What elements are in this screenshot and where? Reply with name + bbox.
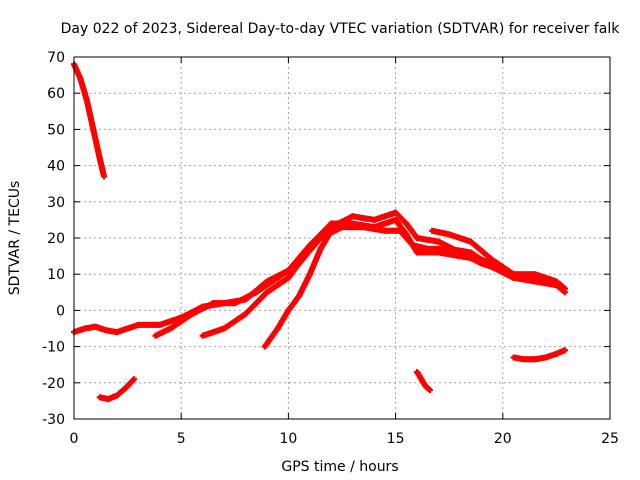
series-track-7: [261, 227, 335, 350]
data-point: [328, 227, 335, 234]
y-tick-label: 30: [47, 195, 65, 211]
series-track-1: [71, 61, 108, 180]
y-tick-label: 40: [47, 159, 65, 175]
y-tick-label: 20: [47, 231, 65, 247]
series-track-10: [510, 347, 568, 363]
x-tick-label: 15: [387, 431, 405, 447]
series-track-9: [414, 368, 433, 394]
data-point: [101, 173, 108, 180]
series-track-2: [71, 321, 142, 336]
series-track-6: [199, 209, 549, 339]
x-tick-label: 10: [279, 431, 297, 447]
x-axis-label: GPS time / hours: [281, 459, 398, 475]
x-tick-label: 0: [70, 431, 79, 447]
y-tick-label: 0: [56, 303, 65, 319]
y-tick-label: 60: [47, 86, 65, 102]
series-track-3: [96, 376, 138, 403]
y-axis-label: SDTVAR / TECUs: [7, 181, 23, 296]
data-point: [131, 376, 138, 383]
plot-frame: [73, 56, 611, 420]
series-track-8: [429, 227, 568, 292]
y-tick-label: -20: [42, 376, 65, 392]
x-tick-label: 5: [177, 431, 186, 447]
y-tick-label: -10: [42, 340, 65, 356]
x-axis-ticks: 0 5 10 15 20 25: [70, 57, 619, 447]
y-tick-label: -30: [42, 412, 65, 428]
chart-title: Day 022 of 2023, Sidereal Day-to-day VTE…: [61, 21, 621, 37]
data-point: [561, 285, 568, 292]
x-tick-label: 20: [494, 431, 512, 447]
y-tick-label: 50: [47, 122, 65, 138]
y-axis-ticks: -30 -20 -10 0 10 20 30 40 50 60 70: [42, 50, 610, 428]
data-marks: [71, 61, 568, 403]
y-tick-label: 70: [47, 50, 65, 66]
grid: [74, 57, 610, 419]
series-track-5: [152, 224, 568, 339]
data-point: [561, 347, 568, 354]
x-tick-label: 25: [601, 431, 619, 447]
y-tick-label: 10: [47, 267, 65, 283]
data-point: [426, 387, 433, 394]
